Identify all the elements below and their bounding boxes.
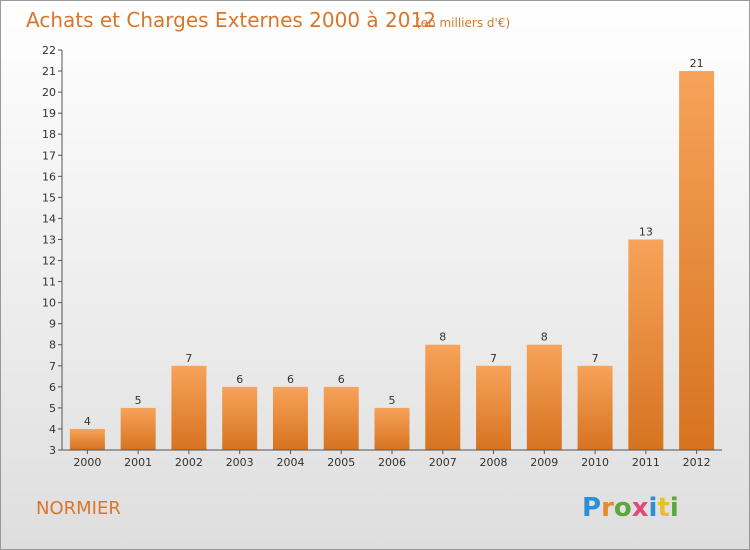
bar-2008 bbox=[476, 365, 512, 450]
y-tick-label: 4 bbox=[49, 423, 56, 436]
data-label-2012: 21 bbox=[690, 57, 704, 70]
data-label-2003: 6 bbox=[236, 373, 243, 386]
x-tick-label-2004: 2004 bbox=[276, 456, 304, 469]
y-tick-label: 22 bbox=[42, 44, 56, 57]
data-label-2007: 8 bbox=[439, 331, 446, 344]
x-tick-label-2000: 2000 bbox=[73, 456, 101, 469]
x-tick-label-2011: 2011 bbox=[632, 456, 660, 469]
data-label-2006: 5 bbox=[389, 394, 396, 407]
y-tick-label: 3 bbox=[49, 444, 56, 457]
y-tick-label: 15 bbox=[42, 191, 56, 204]
x-tick-label-2009: 2009 bbox=[530, 456, 558, 469]
bar-2010 bbox=[577, 365, 613, 450]
bar-2007 bbox=[425, 344, 461, 450]
bar-2005 bbox=[323, 386, 359, 450]
y-tick-label: 8 bbox=[49, 339, 56, 352]
data-label-2002: 7 bbox=[185, 352, 192, 365]
data-label-2011: 13 bbox=[639, 225, 653, 238]
y-tick-label: 14 bbox=[42, 212, 56, 225]
chart-subtitle: (en milliers d'€) bbox=[416, 16, 510, 30]
bar-2011 bbox=[628, 239, 664, 450]
y-tick-label: 6 bbox=[49, 381, 56, 394]
x-tick-label-2007: 2007 bbox=[429, 456, 457, 469]
x-tick-label-2006: 2006 bbox=[378, 456, 406, 469]
y-tick-label: 7 bbox=[49, 360, 56, 373]
y-tick-label: 5 bbox=[49, 402, 56, 415]
x-tick-label-2003: 2003 bbox=[226, 456, 254, 469]
x-axis: 2000 2001 2002 2003 2004 2005 2006 2007 2008 2009… bbox=[62, 449, 722, 469]
bar-2001 bbox=[120, 407, 156, 450]
y-axis: 3 4 5 6 7 8 9 10 11 12 13 14 15 16 17 18 19 20 21 22 bbox=[42, 44, 63, 457]
logo-text: Proxiti bbox=[582, 493, 679, 523]
x-tick-label-2002: 2002 bbox=[175, 456, 203, 469]
bar-2006 bbox=[374, 407, 410, 450]
y-tick-label: 11 bbox=[42, 276, 56, 289]
x-tick-label-2001: 2001 bbox=[124, 456, 152, 469]
y-tick-label: 10 bbox=[42, 297, 56, 310]
bar-2002 bbox=[171, 365, 207, 450]
bar-2004 bbox=[272, 386, 308, 450]
bar-2012 bbox=[679, 71, 715, 450]
y-tick-label: 18 bbox=[42, 128, 56, 141]
bar-2000 bbox=[69, 428, 105, 450]
y-tick-label: 17 bbox=[42, 149, 56, 162]
x-tick-label-2012: 2012 bbox=[683, 456, 711, 469]
bar-2009 bbox=[526, 344, 562, 450]
x-tick-label-2010: 2010 bbox=[581, 456, 609, 469]
y-tick-label: 19 bbox=[42, 107, 56, 120]
commune-name: NORMIER bbox=[36, 498, 121, 519]
data-label-2000: 4 bbox=[84, 415, 91, 428]
proxiti-logo: Proxiti bbox=[582, 493, 679, 523]
x-tick-label-2005: 2005 bbox=[327, 456, 355, 469]
bars: 4 5 7 6 6 6 5 8 7 8 7 13 21 bbox=[69, 57, 715, 450]
y-tick-label: 16 bbox=[42, 170, 56, 183]
y-tick-label: 13 bbox=[42, 233, 56, 246]
y-tick-label: 9 bbox=[49, 318, 56, 331]
chart-title: Achats et Charges Externes 2000 à 2012 bbox=[26, 8, 436, 32]
x-tick-label-2008: 2008 bbox=[480, 456, 508, 469]
y-tick-label: 20 bbox=[42, 86, 56, 99]
y-tick-label: 12 bbox=[42, 255, 56, 268]
y-tick-label: 21 bbox=[42, 65, 56, 78]
data-label-2009: 8 bbox=[541, 331, 548, 344]
data-label-2010: 7 bbox=[592, 352, 599, 365]
data-label-2005: 6 bbox=[338, 373, 345, 386]
data-label-2001: 5 bbox=[135, 394, 142, 407]
bar-2003 bbox=[222, 386, 258, 450]
data-label-2004: 6 bbox=[287, 373, 294, 386]
data-label-2008: 7 bbox=[490, 352, 497, 365]
